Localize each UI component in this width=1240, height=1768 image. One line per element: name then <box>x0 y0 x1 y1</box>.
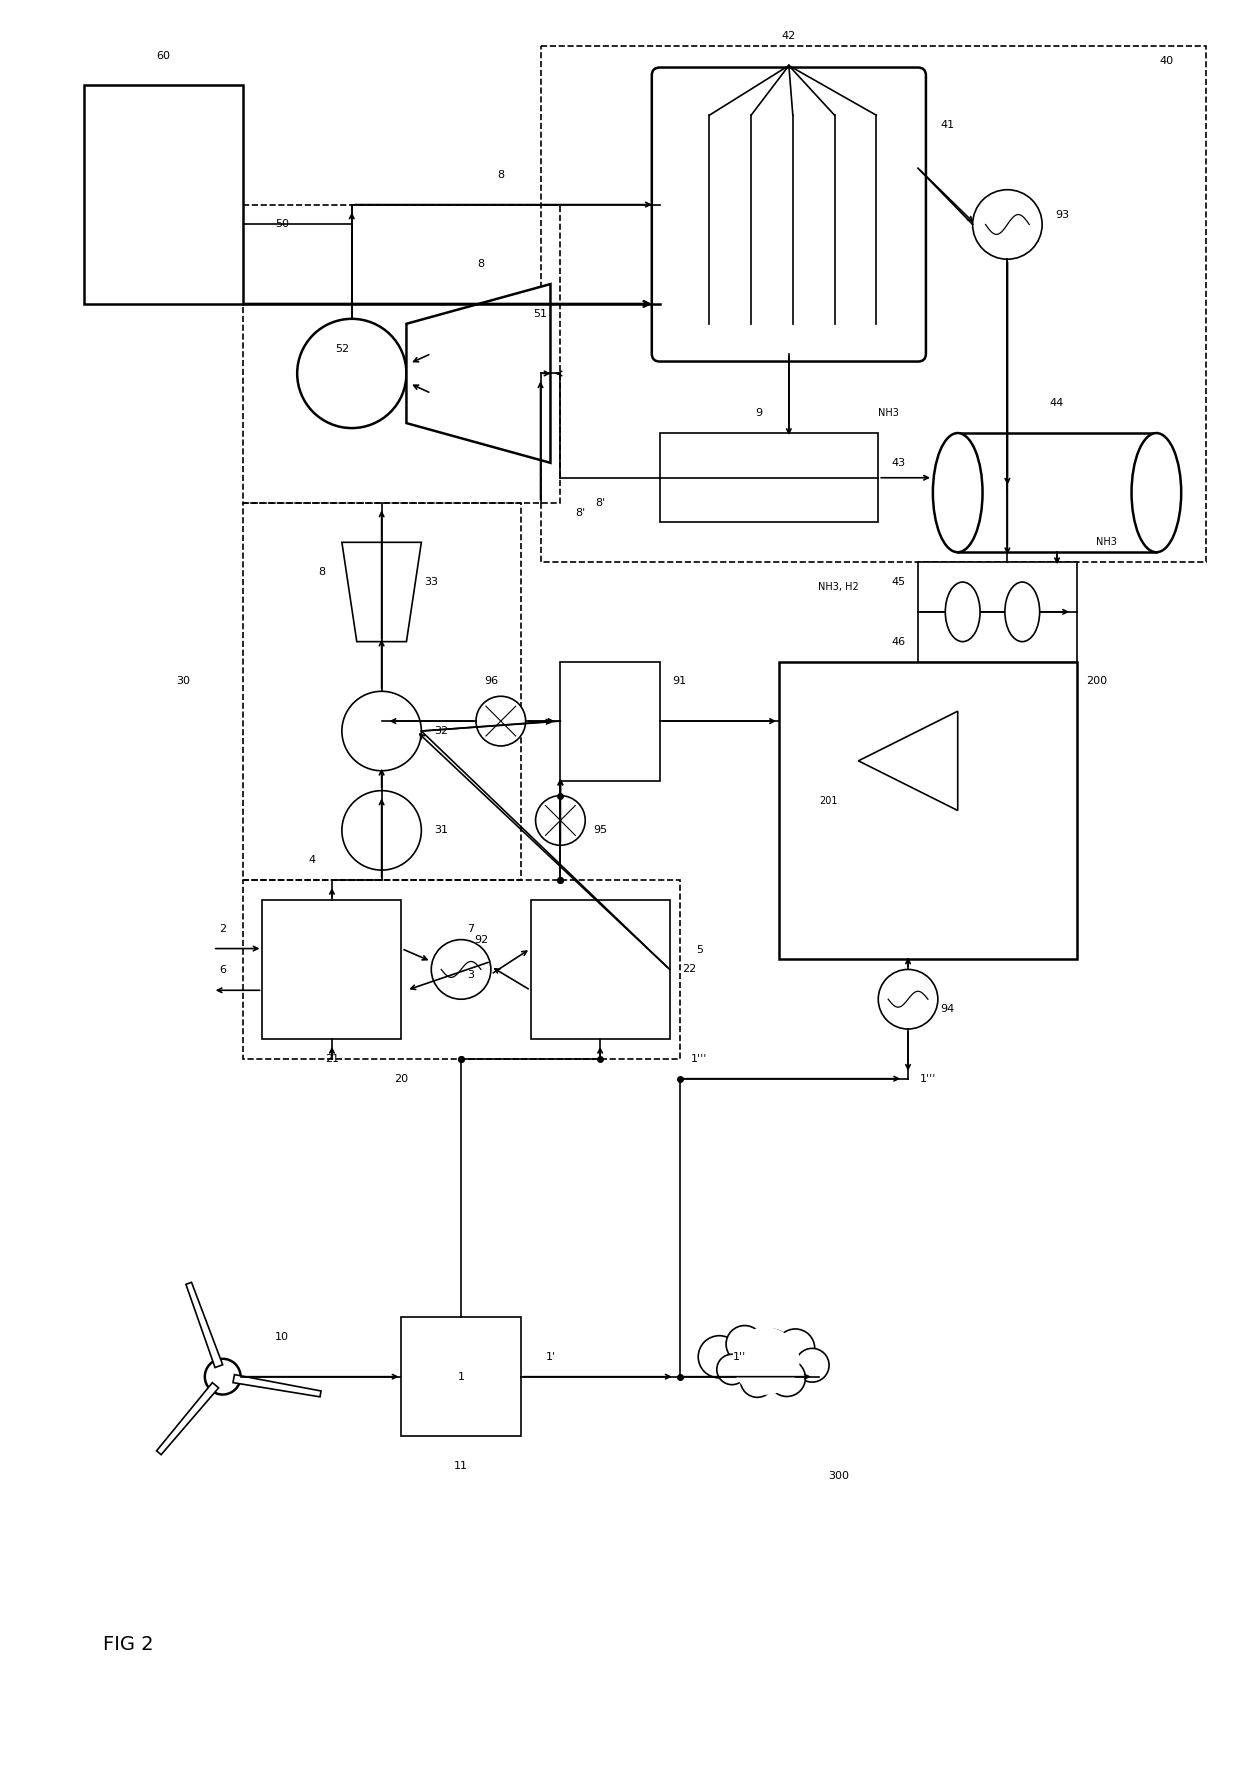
Bar <box>243 502 521 880</box>
Text: NH3, H2: NH3, H2 <box>818 582 859 592</box>
Text: 11: 11 <box>454 1460 467 1471</box>
Bar <box>918 562 1076 661</box>
Text: 1': 1' <box>546 1353 556 1361</box>
Circle shape <box>746 1330 794 1376</box>
Text: 21: 21 <box>325 1054 339 1064</box>
Text: 4: 4 <box>309 856 316 865</box>
Text: 92: 92 <box>474 935 489 944</box>
Text: 1'': 1'' <box>733 1353 745 1361</box>
Circle shape <box>878 969 937 1029</box>
Text: 300: 300 <box>828 1471 849 1482</box>
Circle shape <box>342 691 422 771</box>
Text: 40: 40 <box>1159 55 1173 65</box>
Text: 8: 8 <box>477 260 485 269</box>
Circle shape <box>432 939 491 999</box>
Text: NH3: NH3 <box>1096 537 1117 548</box>
Circle shape <box>769 1360 806 1397</box>
Text: 10: 10 <box>275 1331 289 1342</box>
Circle shape <box>795 1349 830 1383</box>
Circle shape <box>342 790 422 870</box>
Text: 8': 8' <box>595 497 605 507</box>
Bar <box>808 790 1047 930</box>
Text: 200: 200 <box>1086 677 1107 686</box>
Text: 33: 33 <box>424 576 438 587</box>
Circle shape <box>476 697 526 746</box>
Text: 91: 91 <box>672 677 687 686</box>
Text: 93: 93 <box>1055 210 1069 219</box>
Polygon shape <box>156 1383 218 1455</box>
Bar <box>660 433 878 523</box>
Text: 51: 51 <box>533 309 548 318</box>
Text: 31: 31 <box>434 826 448 834</box>
Text: 52: 52 <box>335 343 348 354</box>
Circle shape <box>727 1326 764 1363</box>
Text: 201: 201 <box>820 796 838 806</box>
Text: 5: 5 <box>696 944 703 955</box>
Text: 8: 8 <box>319 568 326 576</box>
Text: 50: 50 <box>275 219 289 230</box>
Text: 32: 32 <box>434 727 449 735</box>
Ellipse shape <box>1004 582 1039 642</box>
Text: 43: 43 <box>892 458 905 469</box>
Text: 45: 45 <box>892 576 905 587</box>
Text: 30: 30 <box>176 677 190 686</box>
Circle shape <box>740 1363 774 1397</box>
Text: FIG 2: FIG 2 <box>103 1635 154 1655</box>
Text: 1''': 1''' <box>920 1073 936 1084</box>
Bar <box>531 900 670 1040</box>
Bar <box>243 880 680 1059</box>
Text: 44: 44 <box>1050 398 1064 408</box>
Circle shape <box>298 318 407 428</box>
FancyBboxPatch shape <box>652 67 926 361</box>
Text: 22: 22 <box>682 964 697 974</box>
Text: 42: 42 <box>781 30 796 41</box>
Text: 2: 2 <box>219 923 226 934</box>
Bar <box>779 661 1076 960</box>
Polygon shape <box>342 543 422 642</box>
Text: 8: 8 <box>497 170 505 180</box>
Text: 9: 9 <box>755 408 763 419</box>
Circle shape <box>205 1360 241 1395</box>
Ellipse shape <box>1132 433 1182 552</box>
Text: 41: 41 <box>941 120 955 131</box>
Text: 46: 46 <box>892 636 905 647</box>
Text: 95: 95 <box>593 826 608 834</box>
Bar <box>932 576 1061 647</box>
Ellipse shape <box>945 582 980 642</box>
Circle shape <box>717 1354 748 1384</box>
Circle shape <box>732 1328 800 1395</box>
Bar <box>263 900 402 1040</box>
Polygon shape <box>186 1282 223 1367</box>
Bar <box>560 661 660 781</box>
Bar <box>83 85 243 304</box>
Circle shape <box>536 796 585 845</box>
Polygon shape <box>233 1374 321 1397</box>
Circle shape <box>972 189 1042 260</box>
Text: 3: 3 <box>467 971 475 981</box>
Text: 8': 8' <box>575 507 585 518</box>
Circle shape <box>698 1335 740 1377</box>
Text: NH3: NH3 <box>878 408 899 419</box>
Text: 60: 60 <box>156 51 170 60</box>
Bar <box>541 46 1207 562</box>
Polygon shape <box>858 711 957 810</box>
Text: 1''': 1''' <box>691 1054 708 1064</box>
Bar <box>402 1317 521 1436</box>
Circle shape <box>776 1330 815 1368</box>
Text: 94: 94 <box>941 1004 955 1015</box>
Polygon shape <box>407 285 551 463</box>
Ellipse shape <box>932 433 982 552</box>
Text: 1: 1 <box>458 1372 465 1381</box>
Text: 6: 6 <box>219 965 226 976</box>
Bar <box>243 205 560 502</box>
Text: 7: 7 <box>467 923 475 934</box>
Text: 20: 20 <box>394 1073 408 1084</box>
Bar <box>957 433 1157 552</box>
Text: 96: 96 <box>484 677 498 686</box>
